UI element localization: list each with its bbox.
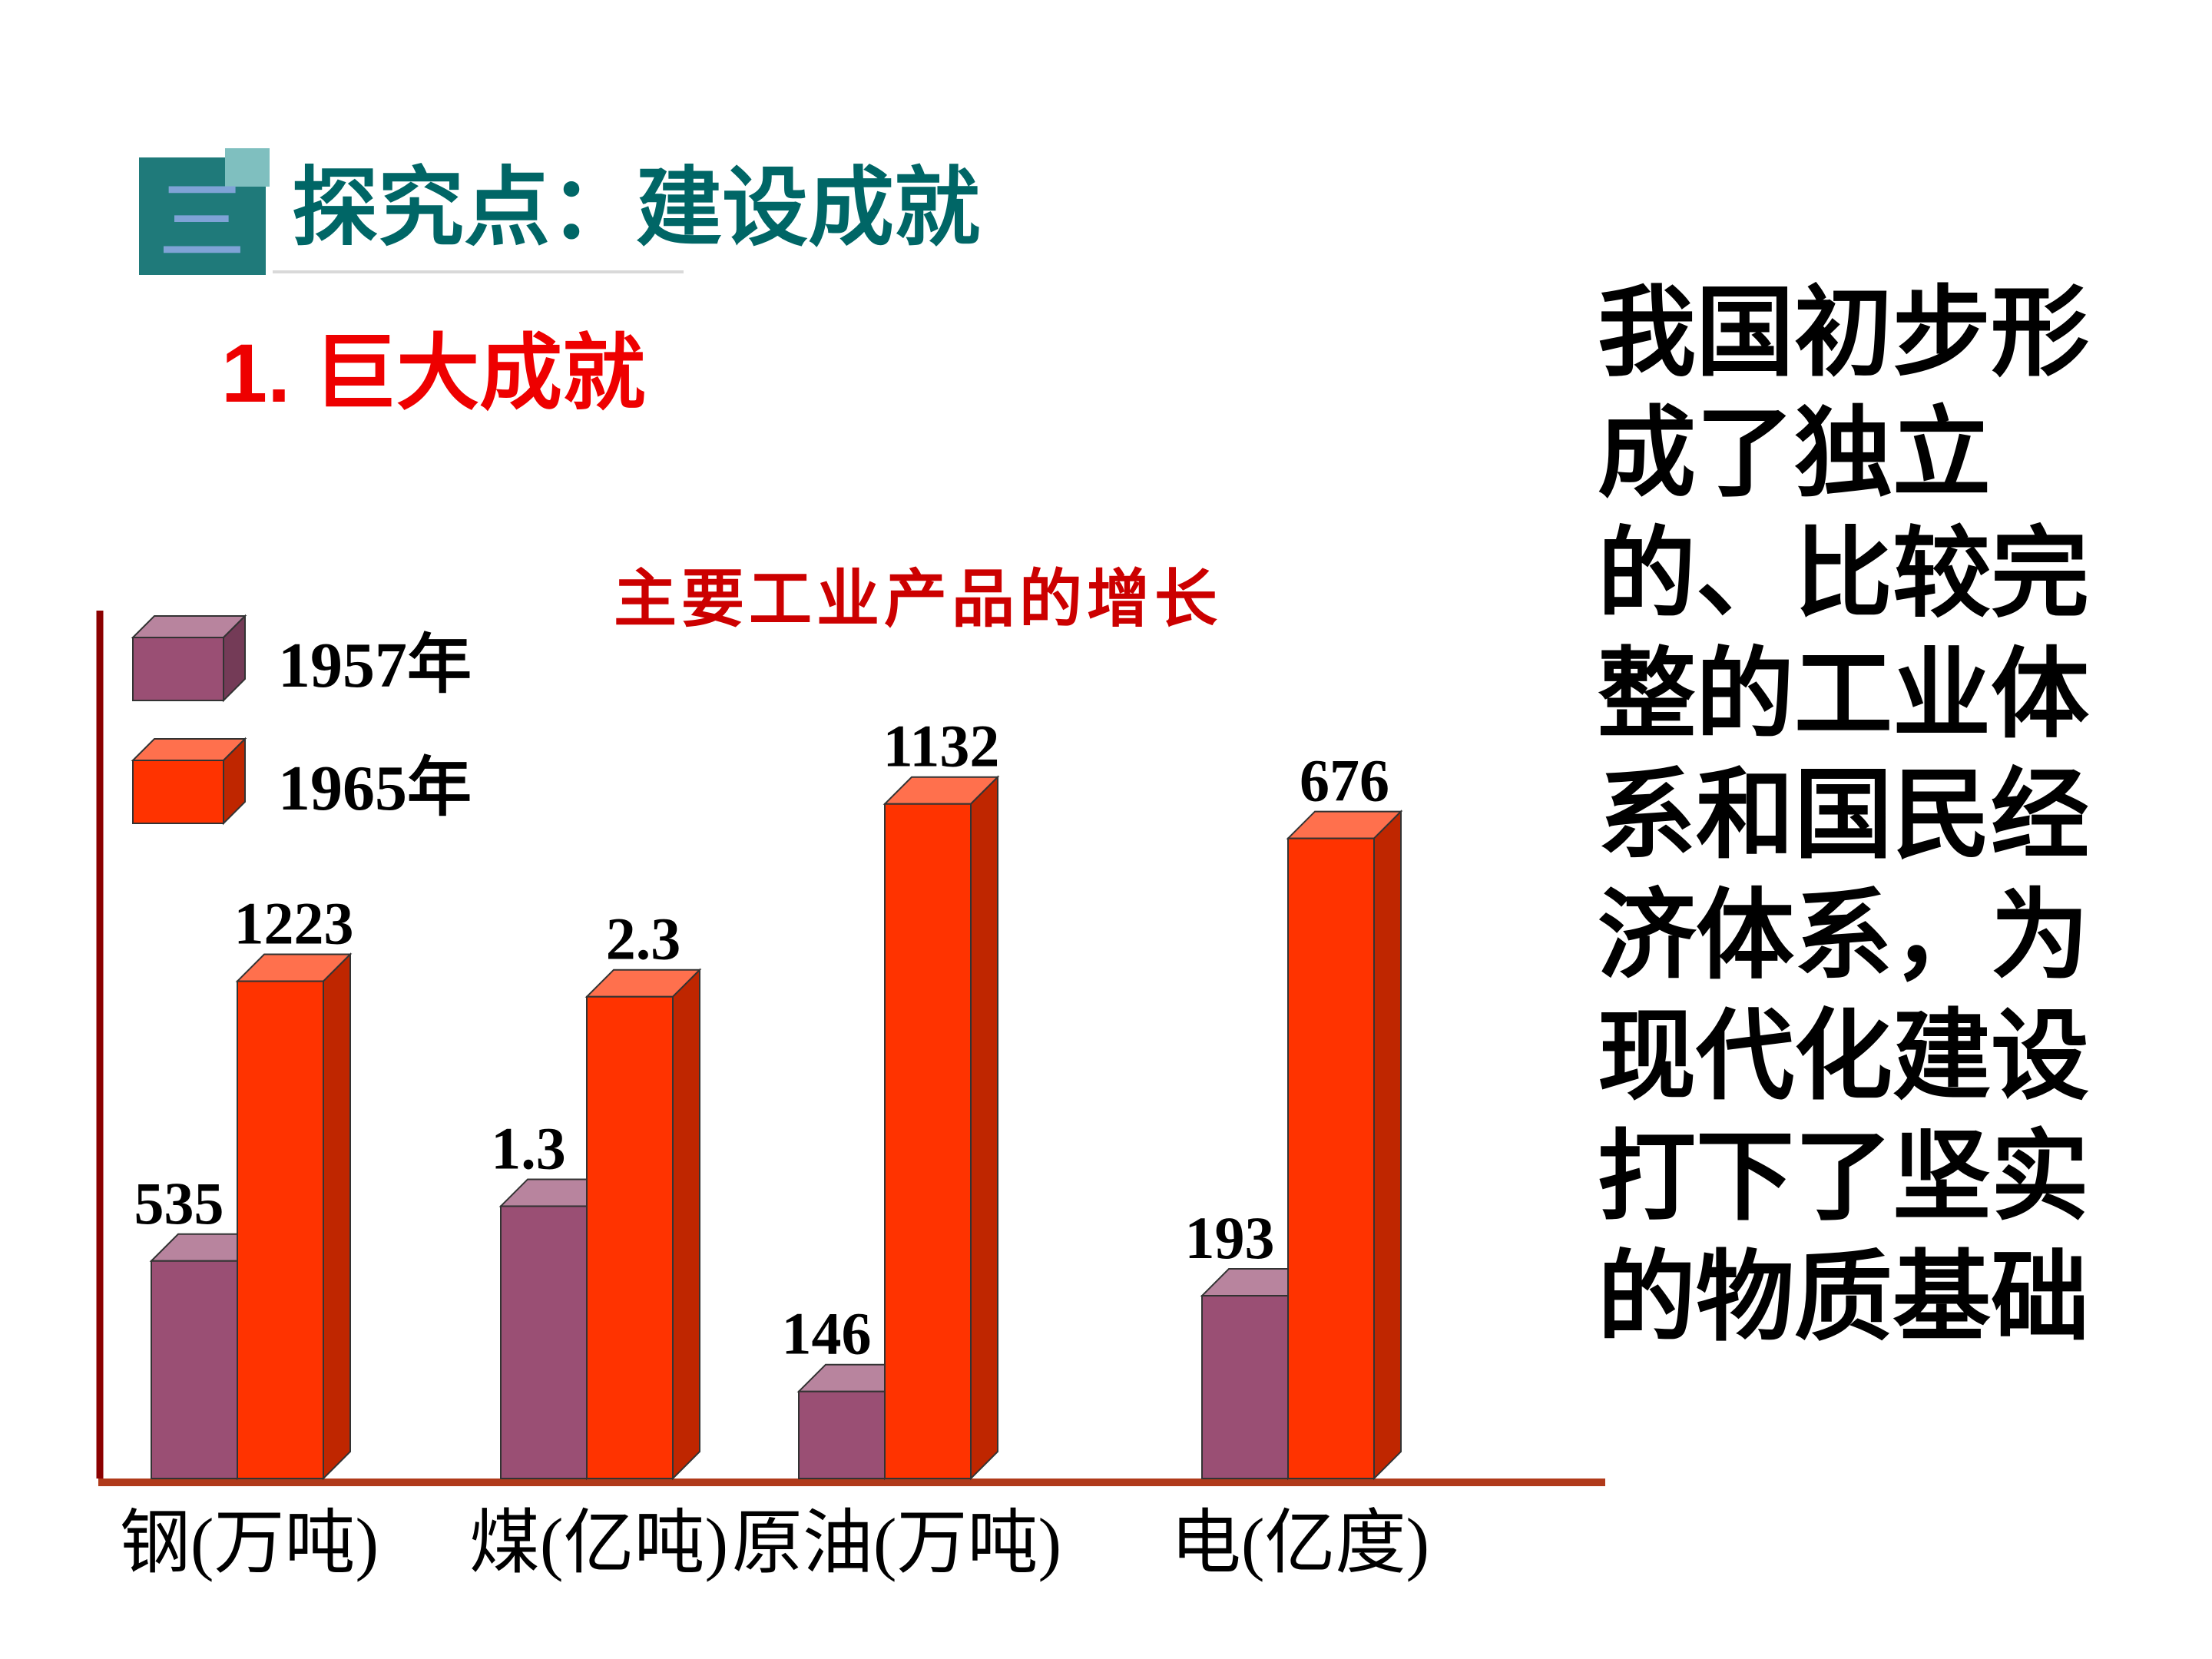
data-label: 1132 (883, 713, 1000, 780)
legend-item-1965年: 1965年 (131, 737, 472, 826)
icon-accent (225, 148, 270, 187)
data-label: 193 (1185, 1204, 1275, 1271)
chart-title: 主要工业产品的增长 (614, 562, 1222, 636)
bar-1965-3 (1286, 810, 1403, 1481)
summary-text: 我国初步形成了独立的、比较完整的工业体系和国民经济体系，为现代化建设打下了坚实的… (1598, 276, 2090, 1355)
category-label: 钢(万吨) (120, 1504, 379, 1582)
data-label: 146 (782, 1300, 872, 1367)
section-number-icon: 三 (139, 148, 270, 275)
category-label: 煤(亿吨) (469, 1504, 728, 1582)
bar-1965-1 (584, 968, 702, 1481)
legend-label: 1965年 (278, 753, 472, 824)
data-label: 676 (1300, 747, 1389, 814)
bars-group (149, 775, 1403, 1481)
category-labels-group: 钢(万吨) 煤(亿吨) 原油(万吨) 电(亿度) (120, 1504, 1429, 1582)
data-label: 1223 (234, 890, 354, 957)
bar-1965-2 (882, 775, 1000, 1481)
section-title: 探究点：建设成就 (292, 158, 980, 258)
data-label: 2.3 (606, 906, 681, 972)
chart-legend: 1957年 1965年 (131, 614, 472, 826)
subheading: 1. 巨大成就 (221, 326, 646, 419)
data-label: 535 (134, 1170, 224, 1237)
header-divider (273, 270, 684, 273)
legend-label: 1957年 (278, 630, 472, 701)
legend-item-1957年: 1957年 (131, 614, 472, 703)
data-labels-group: 535 1223 1.3 2.3 146 1132 193 676 (134, 713, 1390, 1367)
category-label: 电(亿度) (1171, 1504, 1429, 1582)
data-label: 1.3 (491, 1114, 566, 1181)
bar-1965-0 (235, 952, 353, 1481)
category-label: 原油(万吨) (732, 1504, 1061, 1582)
icon-glyph: 三 (157, 171, 246, 273)
